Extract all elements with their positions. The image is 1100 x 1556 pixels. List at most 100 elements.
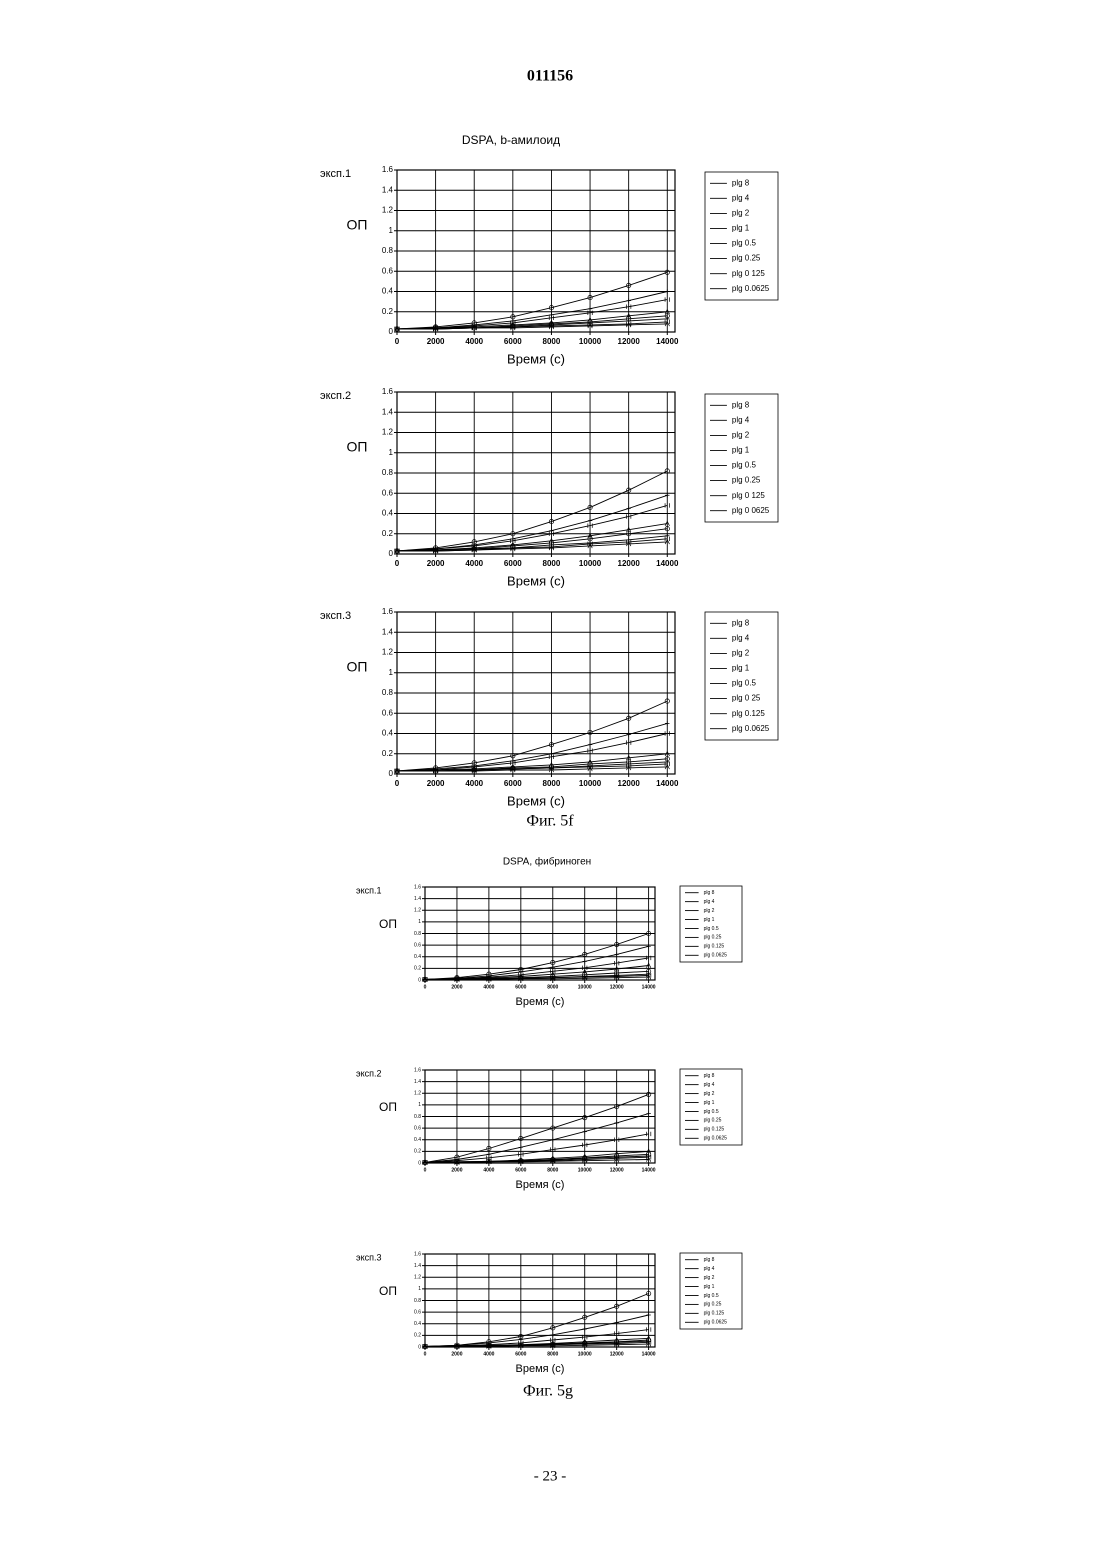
x-tick-label: 4000	[483, 1167, 494, 1173]
legend-label: plg 4	[732, 633, 750, 642]
x-tick-label: 0	[395, 337, 400, 346]
x-tick-label: 10000	[579, 779, 602, 788]
x-tick-label: 4000	[483, 984, 494, 990]
x-tick-label: 2000	[427, 337, 445, 346]
y-axis-label: ОП	[347, 217, 368, 233]
y-tick-label: 0	[418, 1344, 421, 1350]
legend-label: plg 0.5	[704, 1293, 719, 1299]
x-tick-label: 14000	[642, 1167, 656, 1173]
y-tick-label: 1.4	[414, 896, 421, 902]
data-point	[588, 307, 592, 311]
legend-label: plg 1	[732, 664, 750, 673]
data-point	[626, 298, 630, 302]
y-tick-label: 0.2	[414, 966, 421, 972]
x-tick-label: 12000	[610, 1167, 624, 1173]
y-tick-label: 1.2	[382, 648, 394, 657]
y-tick-label: 0.6	[414, 1309, 421, 1315]
y-tick-label: 0.4	[414, 1321, 421, 1327]
x-tick-label: 6000	[504, 559, 522, 568]
x-tick-label: 4000	[465, 559, 483, 568]
data-point	[583, 959, 587, 963]
data-point	[646, 1313, 650, 1317]
x-tick-label: 0	[395, 779, 400, 788]
x-tick-label: 2000	[427, 779, 445, 788]
legend-label: plg 0.5	[732, 461, 757, 470]
legend-label: plg 1	[732, 224, 750, 233]
legend-label: plg 8	[704, 890, 715, 896]
y-tick-label: 0.2	[382, 749, 394, 758]
y-tick-label: 1.4	[414, 1079, 421, 1085]
y-tick-label: 1.2	[382, 206, 394, 215]
x-tick-label: 8000	[547, 984, 558, 990]
x-axis-label: Время (с)	[507, 573, 565, 588]
legend-box	[680, 886, 742, 962]
x-tick-label: 2000	[451, 1351, 462, 1357]
y-tick-label: 0.6	[414, 1125, 421, 1131]
y-tick-label: 1.4	[382, 627, 394, 636]
data-point	[549, 529, 553, 533]
x-tick-label: 12000	[610, 1351, 624, 1357]
legend-label: plg 2	[732, 209, 750, 218]
y-tick-label: 0.2	[382, 529, 394, 538]
legend-box	[680, 1253, 742, 1329]
y-tick-label: 0.6	[382, 266, 394, 275]
y-tick-label: 0.8	[414, 1298, 421, 1304]
x-tick-label: 14000	[642, 1351, 656, 1357]
y-tick-label: 0.4	[414, 954, 421, 960]
y-tick-label: 1.4	[414, 1263, 421, 1269]
legend-label: plg 2	[732, 431, 750, 440]
legend-label: plg 0 125	[732, 269, 765, 278]
x-tick-label: 6000	[504, 779, 522, 788]
y-tick-label: 0.2	[382, 307, 394, 316]
legend-box	[705, 394, 778, 522]
x-tick-label: 12000	[610, 984, 624, 990]
y-tick-label: 1	[418, 1102, 421, 1108]
x-tick-label: 0	[424, 1351, 427, 1357]
x-tick-label: 12000	[618, 337, 641, 346]
y-tick-label: 0.4	[414, 1137, 421, 1143]
legend-label: plg 0.0625	[704, 953, 728, 959]
y-tick-label: 1	[389, 226, 394, 235]
y-tick-label: 0	[389, 549, 394, 558]
y-tick-label: 1.4	[382, 185, 394, 194]
legend-label: plg 0.125	[732, 709, 765, 718]
legend-label: plg 8	[732, 400, 750, 409]
x-tick-label: 4000	[483, 1351, 494, 1357]
y-axis-label: ОП	[347, 659, 368, 675]
legend-label: plg 0.25	[732, 254, 761, 263]
y-tick-label: 0.2	[414, 1333, 421, 1339]
y-tick-label: 0.8	[414, 931, 421, 937]
y-tick-label: 1	[389, 448, 394, 457]
legend-label: plg 2	[704, 1275, 715, 1281]
legend-label: plg 0.25	[704, 1118, 722, 1124]
x-tick-label: 8000	[543, 779, 561, 788]
data-point	[549, 752, 553, 756]
figure-caption: Фиг. 5f	[526, 813, 574, 830]
legend-label: plg 1	[732, 446, 750, 455]
y-axis-label: ОП	[379, 917, 397, 931]
x-tick-label: 4000	[465, 337, 483, 346]
data-point	[588, 742, 592, 746]
y-axis-label: ОП	[347, 439, 368, 455]
y-tick-label: 0	[389, 327, 394, 336]
legend-box	[680, 1069, 742, 1145]
legend-label: plg 4	[704, 1082, 715, 1088]
legend-label: plg 8	[732, 178, 750, 187]
y-tick-label: 0.8	[382, 688, 394, 697]
y-tick-label: 1.2	[414, 1275, 421, 1281]
data-point	[665, 721, 669, 725]
legend-label: plg 0 125	[732, 491, 765, 500]
y-tick-label: 0.6	[382, 708, 394, 717]
legend-label: plg 0.125	[704, 944, 725, 950]
panel-label: эксп.2	[320, 390, 351, 402]
legend-label: plg 4	[732, 193, 750, 202]
panel-label: эксп.2	[356, 1068, 382, 1078]
legend-label: plg 0.125	[704, 1127, 725, 1133]
series-line	[425, 1294, 649, 1347]
y-axis-label: ОП	[379, 1284, 397, 1298]
y-tick-label: 1	[418, 1286, 421, 1292]
page-number: - 23 -	[534, 1468, 567, 1484]
legend-label: plg 0.0625	[732, 284, 770, 293]
x-tick-label: 8000	[543, 559, 561, 568]
legend-label: plg 4	[732, 415, 750, 424]
